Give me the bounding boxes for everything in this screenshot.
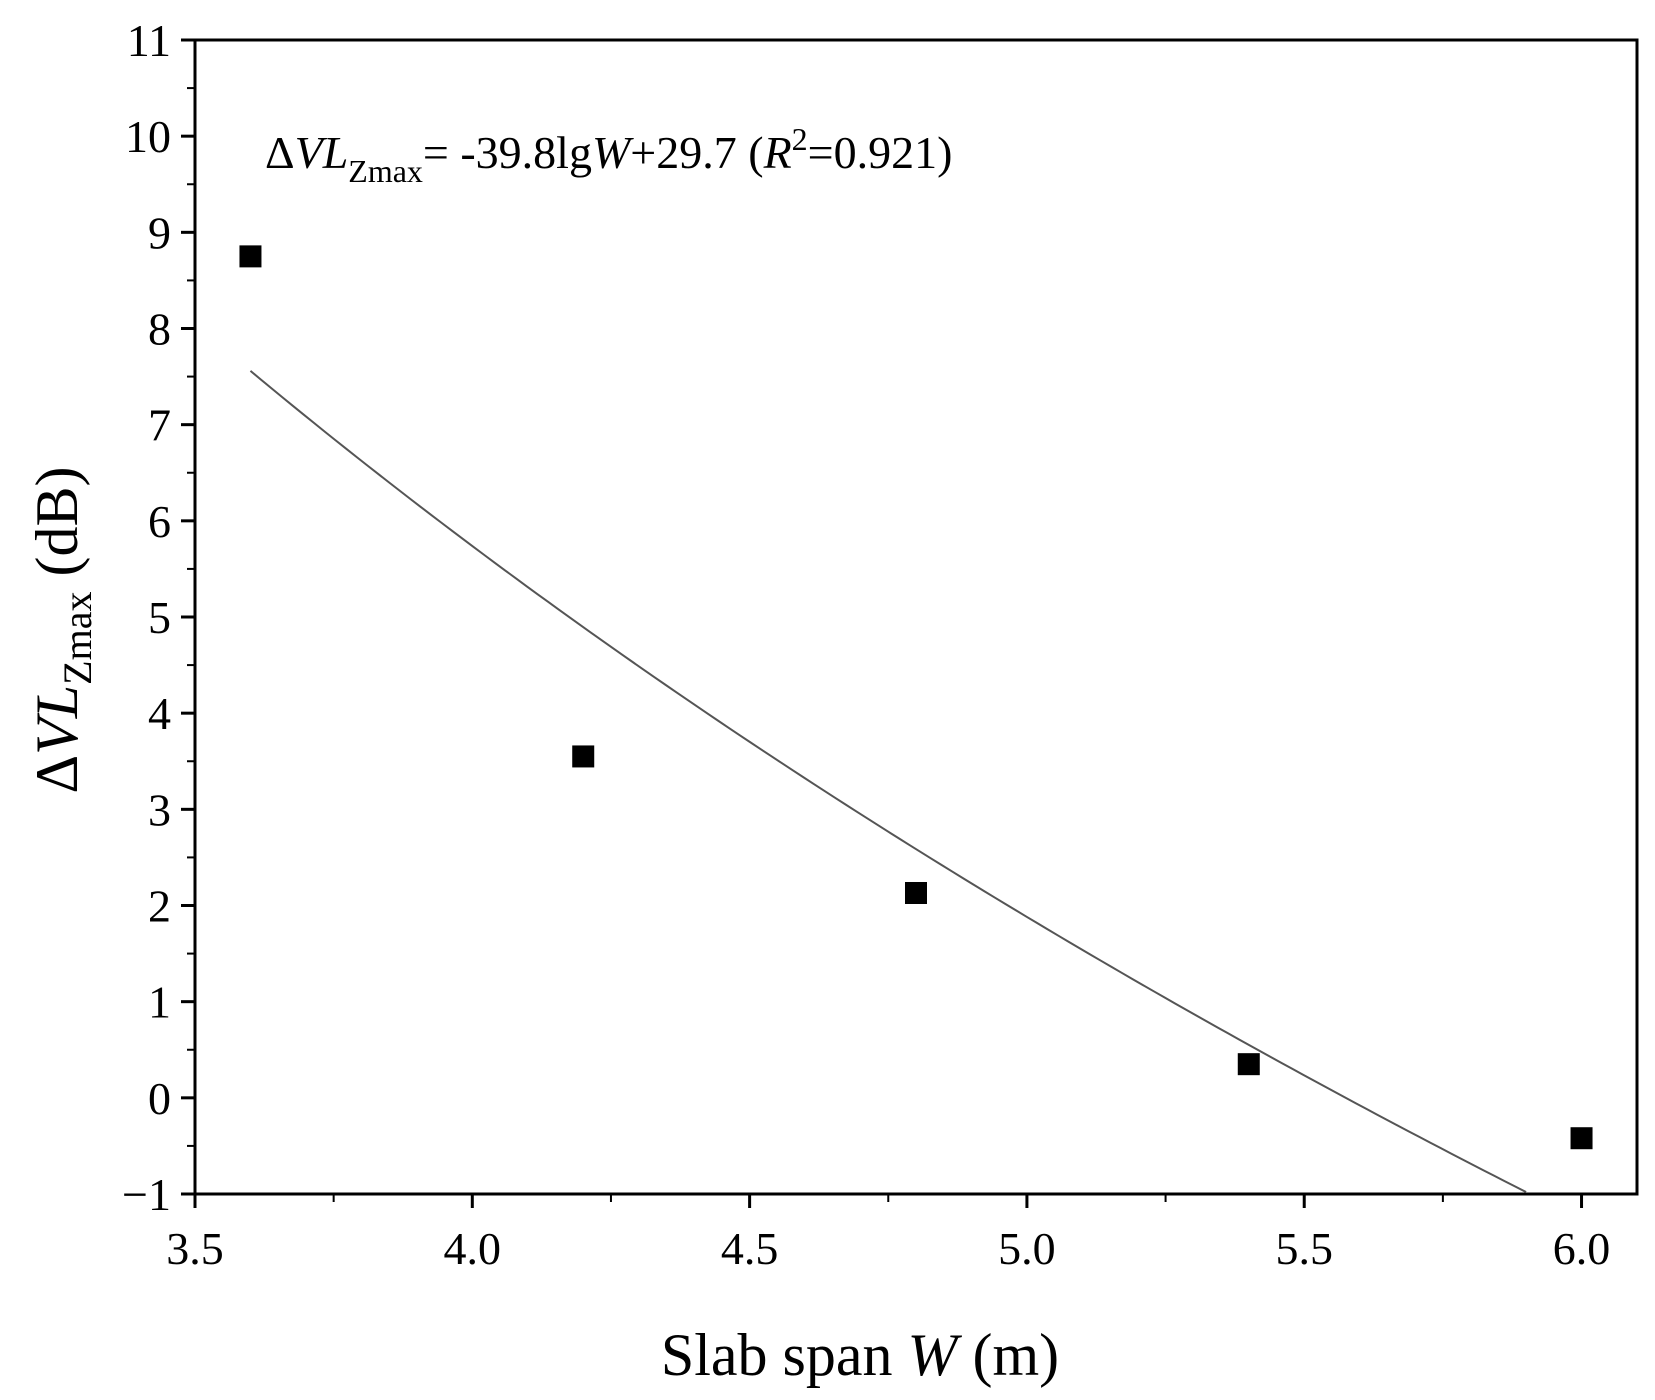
fit-equation-annotation: ΔVLZmax= -39.8lgW+29.7 (R2=0.921) [265,121,952,189]
y-tick-label: 4 [148,688,171,739]
data-point [1570,1127,1593,1150]
x-axis-label: Slab span W (m) [661,1322,1059,1388]
y-tick-label: 5 [148,592,171,643]
y-tick-label: 1 [148,977,171,1028]
y-tick-label: 0 [148,1073,171,1124]
data-point [905,881,927,904]
x-tick-label: 4.5 [721,1223,779,1274]
x-tick-label: 5.0 [998,1223,1056,1274]
y-tick-label: 7 [148,400,171,451]
data-point [239,245,262,268]
fit-curve [249,370,1527,1193]
y-tick-label: 8 [148,304,171,355]
x-tick-label: 6.0 [1553,1223,1611,1274]
x-tick-label: 5.5 [1275,1223,1333,1274]
y-tick-label: 6 [148,496,171,547]
y-tick-label: −1 [122,1169,171,1220]
y-axis-label: ΔVLZmax (dB) [24,467,100,794]
axes: 3.5 4.0 4.5 5.0 5.5 6.0 −1 0 1 2 3 4 5 6 7 8 9 10 11 [122,15,1639,1274]
x-tick-label: 4.0 [444,1223,502,1274]
data-point [572,745,595,768]
plot-frame [193,38,1639,1196]
y-tick-label: 2 [148,881,171,932]
y-tick-label: 3 [148,784,171,835]
y-tick-label: 10 [125,111,171,162]
x-tick-label: 3.5 [166,1223,224,1274]
y-tick-label: 11 [127,15,171,66]
y-tick-label: 9 [148,207,171,258]
data-points [239,245,1593,1150]
data-point [1237,1053,1260,1076]
fit-curve-layer [249,370,1527,1193]
